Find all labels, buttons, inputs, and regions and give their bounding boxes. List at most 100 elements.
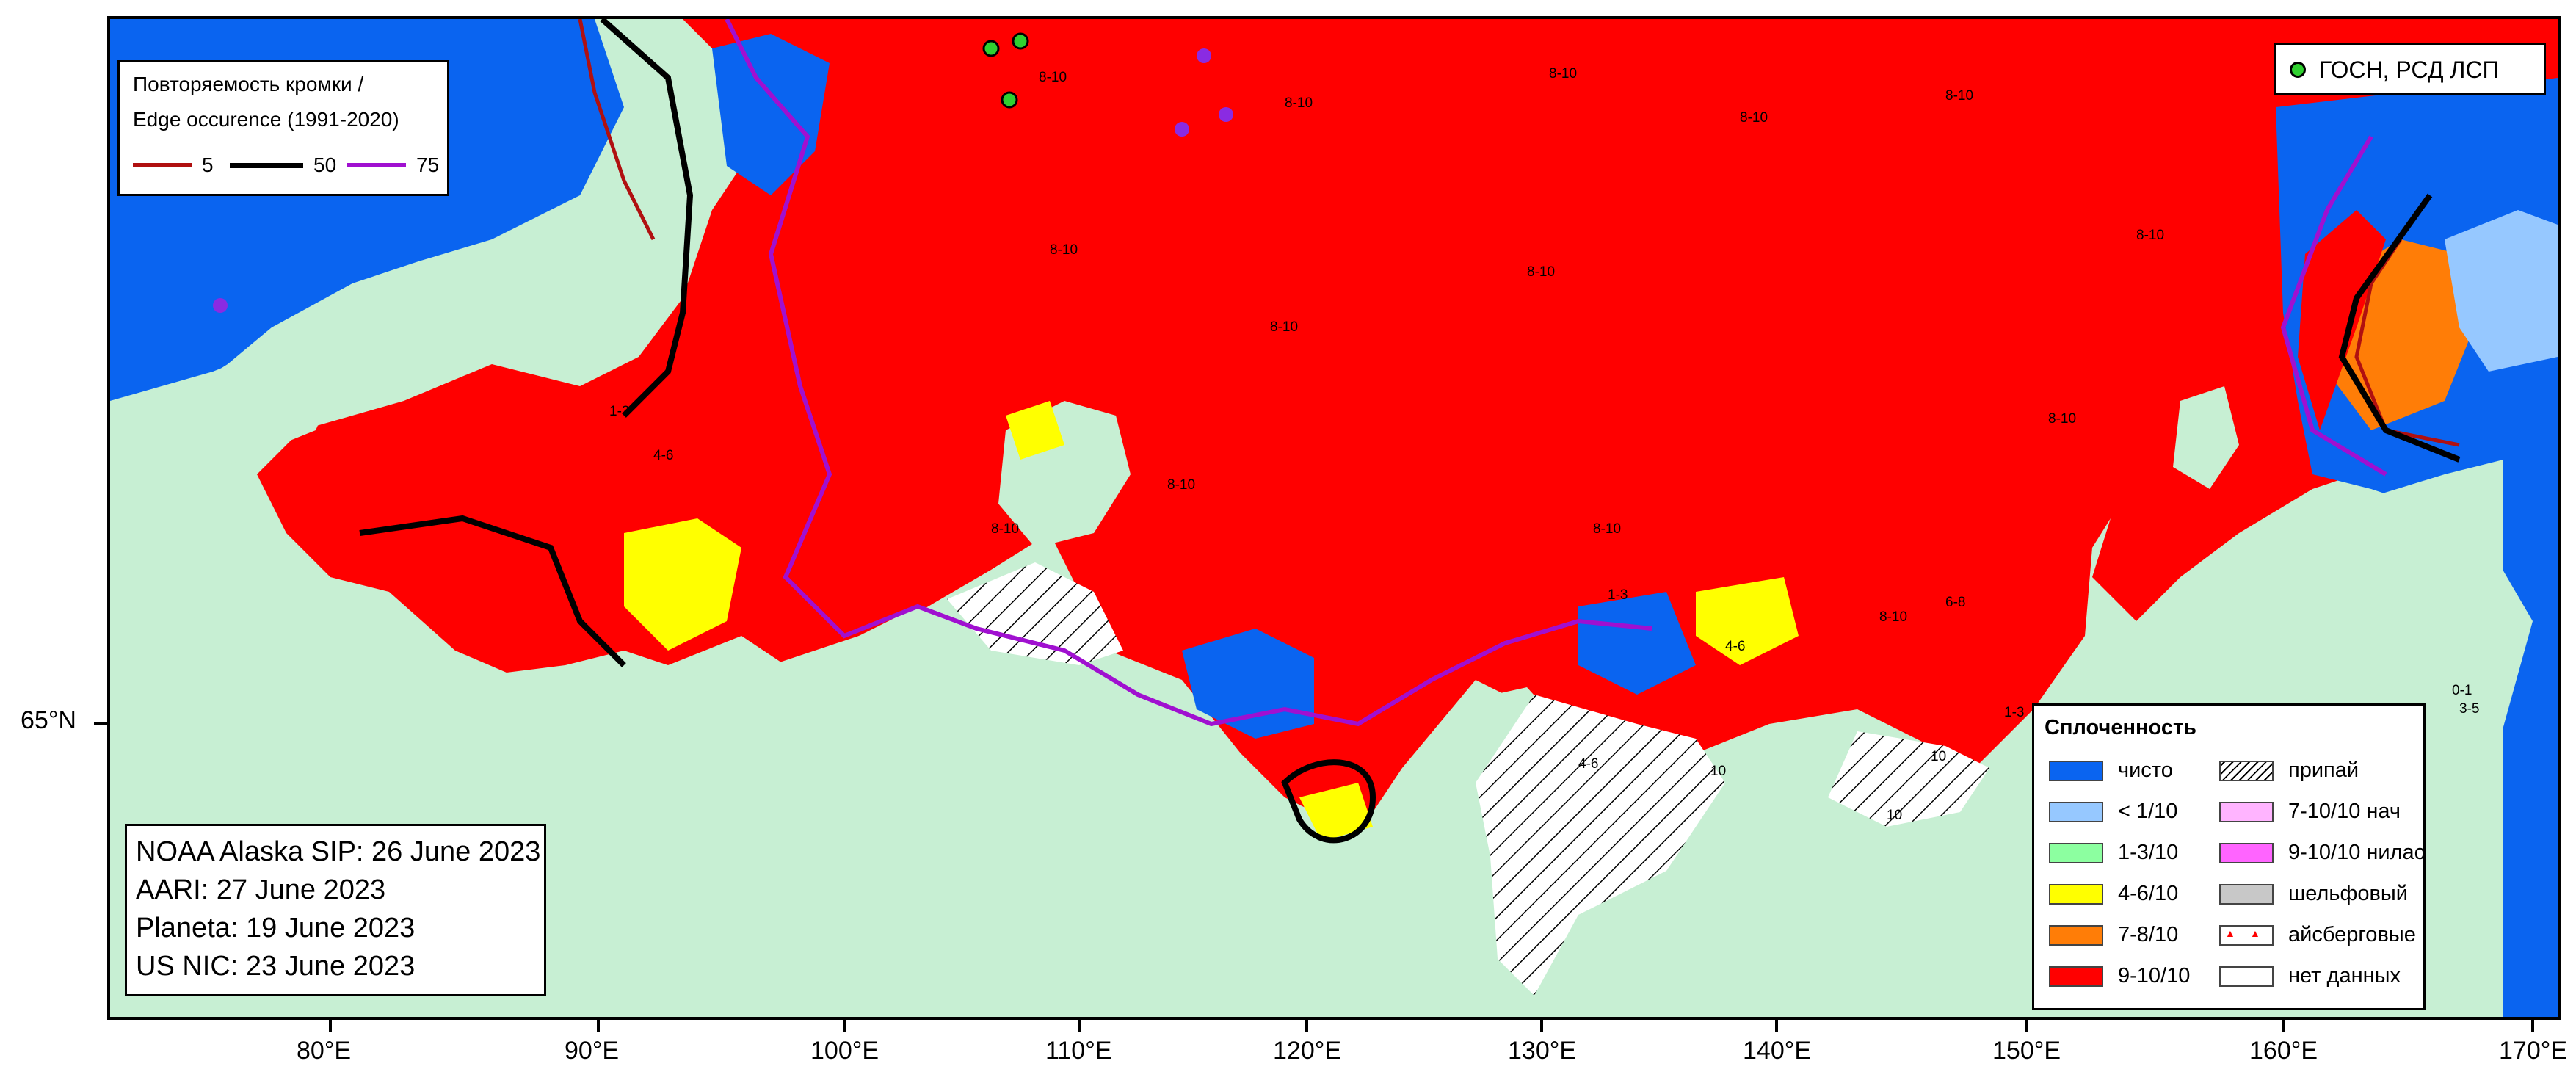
edge-legend-title-2: Edge occurence (1991-2020)	[133, 108, 399, 131]
concentration-map-label: 8-10	[1740, 110, 1768, 126]
lon-tick	[2025, 1020, 2028, 1032]
concentration-map-label: 10	[1710, 764, 1726, 779]
legend-label: 7-10/10 нач	[2288, 800, 2401, 823]
concentration-map-label: 8-10	[1593, 521, 1621, 537]
source-usnic: US NIC: 23 June 2023	[136, 951, 416, 982]
edge-50-line-south	[359, 515, 626, 667]
ice-9-10-chukchi	[2298, 210, 2386, 430]
edge-75-line-east	[2280, 135, 2387, 477]
concentration-map-label: 8-10	[1167, 477, 1195, 493]
swatch-4-6	[2049, 883, 2103, 905]
concentration-map-label: 10	[1887, 808, 1902, 823]
edge-legend-item-50: 50	[230, 153, 336, 177]
ice-4-6-a	[624, 518, 741, 651]
lon-label: 80°E	[297, 1037, 352, 1065]
land-new-siberian	[2173, 386, 2239, 489]
lon-label: 140°E	[1743, 1037, 1812, 1065]
edge-legend-title-1: Повторяемость кромки /	[133, 73, 364, 95]
concentration-map-label: 0-1	[2452, 683, 2472, 698]
lon-label: 120°E	[1273, 1037, 1342, 1065]
swatch-nilas	[2219, 842, 2274, 863]
lon-label: 130°E	[1508, 1037, 1577, 1065]
lat-label-65n: 65°N	[21, 706, 76, 734]
lon-tick	[1540, 1020, 1543, 1032]
drift-marker	[213, 298, 228, 313]
swatch-lt1	[2049, 801, 2103, 822]
ice-4-6-d	[1299, 783, 1373, 841]
concentration-map-label: 8-10	[1050, 242, 1078, 258]
edge-50-swatch	[230, 162, 303, 168]
legend-label: припай	[2288, 758, 2359, 782]
ice-lt1-east	[2445, 210, 2558, 372]
source-planeta: Planeta: 19 June 2023	[136, 913, 416, 943]
edge-75-line	[725, 19, 1652, 727]
concentration-map-label: 1-3	[609, 404, 629, 419]
swatch-clear	[2049, 760, 2103, 781]
legend-row-nilas: 9-10/10 нилас	[2219, 841, 2425, 865]
legend-row-7-8: 7-8/10	[2049, 923, 2178, 947]
concentration-map-label: 6-8	[1945, 595, 1965, 610]
fast-ice-laptev	[1476, 695, 1725, 996]
legend-label: 1-3/10	[2118, 841, 2179, 864]
edge-50-loop	[1281, 759, 1376, 844]
edge-5-line	[578, 19, 656, 241]
sources-box: NOAA Alaska SIP: 26 June 2023 AARI: 27 J…	[125, 824, 546, 996]
source-noaa: NOAA Alaska SIP: 26 June 2023	[136, 836, 541, 867]
lon-tick	[1775, 1020, 1778, 1032]
concentration-map-label: 8-10	[1527, 264, 1555, 280]
land-novaya-zemlya	[110, 342, 345, 504]
legend-row-1-3: 1-3/10	[2049, 841, 2178, 865]
concentration-map-label: 8-10	[1945, 88, 1973, 104]
concentration-map-label: 4-6	[653, 448, 673, 463]
lon-label: 110°E	[1045, 1037, 1112, 1065]
legend-row-lt1: < 1/10	[2049, 800, 2177, 824]
concentration-map-label: 4-6	[1725, 639, 1745, 654]
swatch-no-data	[2219, 966, 2274, 987]
drift-marker	[1175, 122, 1189, 137]
edge-legend: Повторяемость кромки / Edge occurence (1…	[117, 60, 449, 196]
station-legend: ГОСН, РСД ЛСП	[2274, 43, 2546, 95]
station-marker	[1012, 32, 1029, 50]
legend-row-shelf: шельфовый	[2219, 882, 2408, 906]
lon-tick	[2282, 1020, 2285, 1032]
lon-label: 150°E	[1992, 1037, 2061, 1065]
drift-marker	[1197, 48, 1211, 63]
lon-tick	[597, 1020, 600, 1032]
legend-row-icebergs: ▲ ▲ айсберговые	[2219, 923, 2416, 947]
legend-row-no-data: нет данных	[2219, 964, 2401, 988]
legend-row-9-10: 9-10/10	[2049, 964, 2190, 988]
station-marker	[982, 40, 1000, 57]
edge-50-label: 50	[313, 153, 337, 176]
legend-row-4-6: 4-6/10	[2049, 882, 2178, 906]
legend-row-clear: чисто	[2049, 758, 2173, 783]
legend-row-fast-ice: припай	[2219, 758, 2359, 783]
swatch-7-10-new	[2219, 801, 2274, 822]
concentration-map-label: 1-3	[2004, 705, 2024, 720]
swatch-9-10	[2049, 966, 2103, 987]
concentration-legend: Сплоченность чисто < 1/10 1-3/10 4-6/10 …	[2032, 703, 2426, 1010]
swatch-1-3	[2049, 842, 2103, 863]
concentration-map-label: 8-10	[1285, 95, 1313, 111]
edge-50-line	[600, 19, 694, 418]
lon-tick	[2531, 1020, 2534, 1032]
fast-ice-east	[1828, 731, 1989, 827]
station-legend-marker	[2290, 62, 2306, 78]
lon-label: 90°E	[565, 1037, 620, 1065]
fast-ice-taymyr	[947, 562, 1123, 665]
concentration-map-label: 1-3	[1608, 587, 1628, 603]
edge-5-swatch	[133, 163, 192, 167]
lon-label: 160°E	[2249, 1037, 2318, 1065]
legend-label: шельфовый	[2288, 882, 2408, 905]
concentration-map-label: 8-10	[991, 521, 1019, 537]
swatch-7-8	[2049, 924, 2103, 946]
legend-label: айсберговые	[2288, 923, 2416, 946]
concentration-map-label: 8-10	[1270, 319, 1298, 335]
edge-50-line-east	[2338, 193, 2461, 463]
lat-tick	[94, 722, 107, 725]
edge-75-label: 75	[416, 153, 440, 176]
concentration-map-label: 8-10	[1549, 66, 1577, 82]
land-taymyr	[110, 460, 2503, 1017]
drift-marker	[1219, 107, 1233, 122]
swatch-fast-ice	[2219, 760, 2274, 781]
legend-row-7-10-new: 7-10/10 нач	[2219, 800, 2401, 824]
